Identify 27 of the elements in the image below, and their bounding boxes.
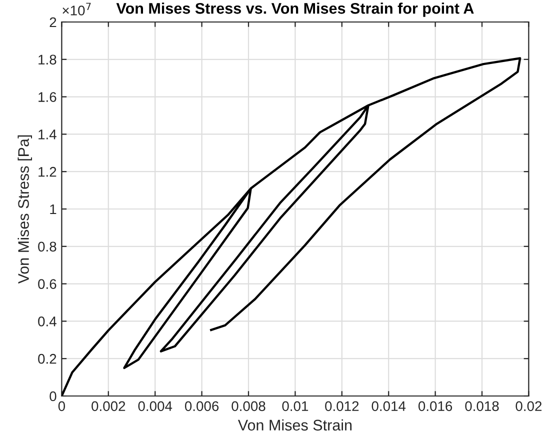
x-tick-label: 0	[58, 401, 66, 412]
y-tick-label: 1.4	[38, 130, 56, 140]
x-tick-label: 0.002	[92, 401, 126, 412]
chart-title: Von Mises Stress vs. Von Mises Strain for point A	[116, 2, 474, 17]
y-axis-title: Von Mises Stress [Pa]	[18, 135, 32, 284]
x-tick-label: 0.014	[372, 401, 406, 412]
y-tick-label: 0.4	[38, 316, 56, 326]
x-tick-label: 0.006	[184, 401, 219, 412]
x-tick-label: 0.012	[325, 401, 359, 412]
y-tick-label: 1.2	[38, 166, 56, 177]
text: ×10$^{7}$	[62, 2, 91, 16]
y-tick-label: 1.6	[38, 92, 56, 102]
line-series	[62, 57, 522, 396]
x-tick-label: 0.02	[516, 401, 542, 412]
x-tick-label: 0.018	[465, 401, 499, 412]
x-tick-label: 0.008	[232, 401, 266, 412]
x-tick-label: 0.016	[418, 401, 452, 412]
y-tick-label: 0.6	[38, 279, 56, 289]
y-tick-label: 0.2	[38, 354, 56, 364]
x-tick-label: 0.01	[282, 401, 308, 412]
y-tick-label: 0	[50, 391, 56, 402]
y-tick-label: 0.8	[38, 242, 56, 252]
x-tick-label: 0.004	[138, 401, 172, 412]
y-tick-label: 2	[50, 17, 56, 28]
y-tick-label: 1	[50, 204, 56, 214]
y-tick-label: 1.8	[38, 54, 56, 65]
x-axis-title: Von Mises Strain	[238, 419, 352, 431]
